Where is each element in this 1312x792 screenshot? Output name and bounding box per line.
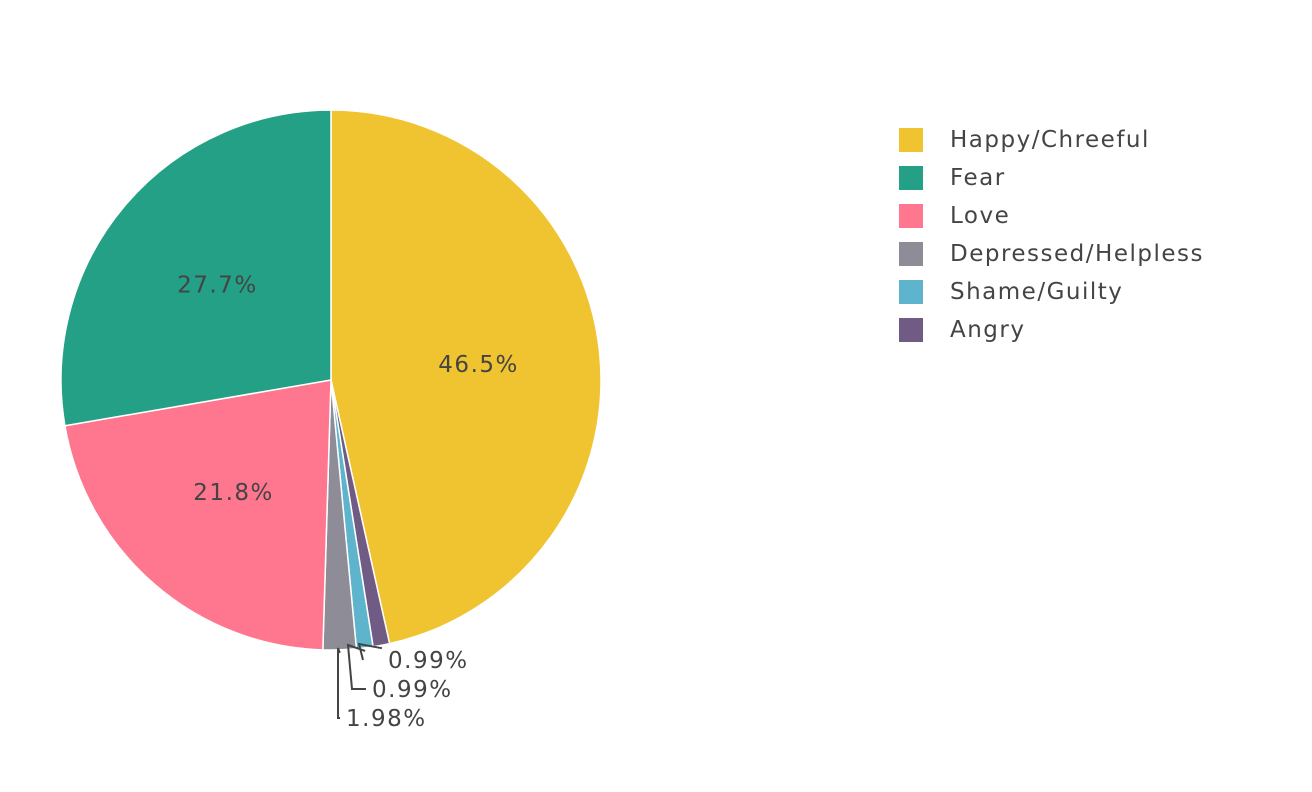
legend-label: Love [950,203,1011,229]
pie-slice-love[interactable] [64,379,332,651]
legend-item-happy-chreeful[interactable]: Happy/Chreeful [899,121,1204,159]
leader-line-depressed-helpless [337,647,341,719]
slice-label-angry: 0.99% [388,648,469,674]
slice-label-shame-guilty: 0.99% [372,677,453,703]
legend-label: Fear [950,165,1006,191]
pie-slice-fear[interactable] [60,109,332,427]
legend-swatch [899,318,923,342]
legend-item-fear[interactable]: Fear [899,159,1204,197]
legend-item-depressed-helpless[interactable]: Depressed/Helpless [899,235,1204,273]
legend-label: Shame/Guilty [950,279,1124,305]
legend-item-love[interactable]: Love [899,197,1204,235]
legend-label: Angry [950,317,1026,343]
legend-swatch [899,166,923,190]
legend-swatch [899,242,923,266]
legend-item-angry[interactable]: Angry [899,311,1204,349]
pie-slices [60,109,602,651]
slice-label-happy-chreeful: 46.5% [438,352,519,378]
leader-line-shame-guilty [346,643,366,690]
legend-label: Happy/Chreeful [950,127,1150,153]
legend-label: Depressed/Helpless [950,241,1204,267]
pie-slice-happy-chreeful[interactable] [330,109,602,645]
leader-line-angry [357,642,383,661]
legend-swatch [899,128,923,152]
slice-label-depressed-helpless: 1.98% [346,706,427,732]
slice-label-fear: 27.7% [177,272,258,298]
legend: Happy/Chreeful Fear Love Depressed/Helpless… [899,121,1204,349]
slice-label-love: 21.8% [193,480,274,506]
legend-item-shame-guilty[interactable]: Shame/Guilty [899,273,1204,311]
pie-labels: 46.5% 0.99% 0.99% 1.98% 21.8% 27.7% [177,272,519,732]
legend-swatch [899,204,923,228]
legend-swatch [899,280,923,304]
